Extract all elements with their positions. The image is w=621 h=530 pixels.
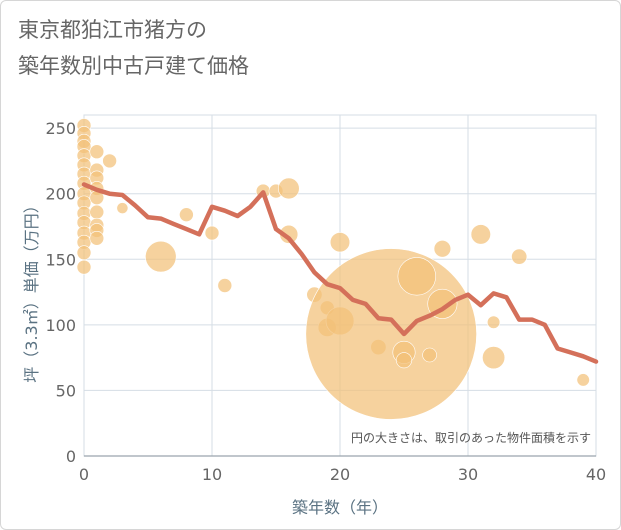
bubble-point [89,144,105,160]
y-tick-label: 150 [45,250,76,269]
bubble-point [433,240,452,258]
bubble-point [204,225,220,241]
bubble-point [422,347,437,363]
y-tick-label: 0 [66,447,76,466]
bubble-point [76,259,92,275]
bubble-point [179,207,194,222]
average-price-line [81,182,599,364]
title-line-1: 東京都狛江市猪方の [18,18,207,42]
bubble-point [102,153,117,169]
y-axis-title: 坪（3.3㎡）単価（万円） [22,197,41,382]
y-tick-label: 250 [45,119,76,138]
bubble-point [76,245,92,261]
x-tick-label: 10 [202,465,222,484]
bubble-point [397,257,436,296]
bubble-point [89,204,105,220]
x-tick-label: 0 [79,465,89,484]
bubble-point [116,202,129,215]
y-tick-label: 50 [56,381,76,400]
x-axis-title: 築年数（年） [292,498,388,517]
bubble-point [277,177,300,200]
y-tick-label: 100 [45,316,76,335]
bubble-point [487,315,501,329]
bubble-point [217,278,233,293]
title-line-2: 築年数別中古戸建て価格 [18,54,249,78]
bubble-point [305,248,477,420]
bubble-point [329,232,351,253]
bubble-point [482,346,506,370]
y-tick-labels: 0 50 100 150 200 250 [45,119,76,466]
bubble-point [395,352,412,369]
x-tick-label: 20 [330,465,350,484]
bubble-size-note: 円の大きさは、取引のあった物件面積を示す [351,430,591,445]
x-tick-label: 40 [586,465,606,484]
line-layer [81,182,599,364]
x-tick-labels: 0 10 20 30 40 [79,465,606,484]
bubble-point [89,230,105,246]
bubble-point [145,240,177,273]
x-tick-label: 30 [458,465,478,484]
chart-title: 東京都狛江市猪方の 築年数別中古戸建て価格 [18,12,249,84]
bubble-point [511,248,528,265]
bubble-point [470,224,491,245]
y-tick-label: 200 [45,185,76,204]
bubble-point [576,373,590,387]
bubble-layer [76,118,590,420]
